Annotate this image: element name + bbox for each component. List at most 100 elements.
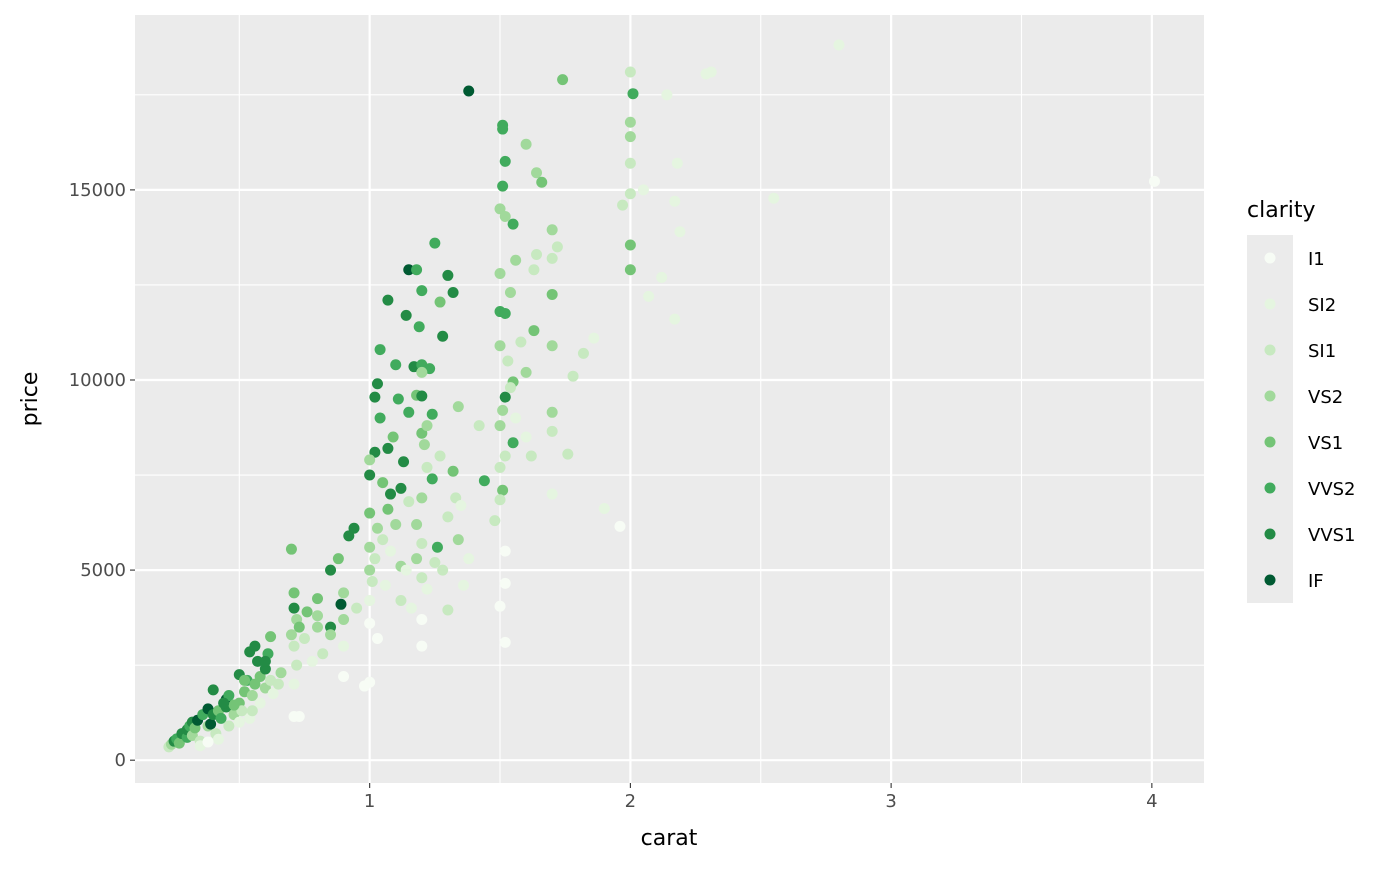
y-axis-title: price (18, 372, 43, 427)
data-point (207, 684, 219, 696)
data-point (434, 296, 446, 308)
data-point (371, 378, 383, 390)
y-tick-label: 15000 (69, 180, 126, 201)
data-point (442, 269, 454, 281)
y-axis: 0 5000 10000 15000 (69, 180, 135, 771)
data-point (577, 347, 589, 359)
data-point (507, 437, 519, 449)
data-point (669, 313, 681, 325)
data-point (520, 366, 532, 378)
data-point (254, 697, 266, 709)
data-point (338, 614, 350, 626)
data-point (291, 659, 303, 671)
data-point (643, 290, 655, 302)
data-point (494, 268, 506, 280)
data-point (173, 737, 185, 749)
data-point (452, 401, 464, 413)
data-point (377, 534, 389, 546)
data-point (502, 355, 514, 367)
data-point (385, 488, 397, 500)
plot-panel (135, 15, 1204, 783)
data-point (768, 192, 780, 204)
data-point (306, 655, 318, 667)
data-point (494, 340, 506, 352)
data-point (833, 39, 845, 51)
data-point (398, 456, 410, 468)
data-point (205, 718, 217, 730)
data-point (228, 699, 240, 711)
legend-key-vvs1 (1264, 528, 1276, 540)
data-point (614, 520, 626, 532)
data-point (437, 330, 449, 342)
legend-key-vs1 (1264, 436, 1276, 448)
data-point (494, 461, 506, 473)
data-point (416, 390, 428, 402)
data-point (364, 676, 376, 688)
data-point (416, 285, 428, 297)
data-point (351, 602, 363, 614)
data-point (463, 553, 475, 565)
data-point (624, 188, 636, 200)
data-point (598, 502, 610, 514)
data-points (163, 39, 1160, 753)
data-point (416, 572, 428, 584)
data-point (497, 404, 509, 416)
data-point (546, 488, 558, 500)
data-point (499, 211, 511, 223)
data-point (215, 712, 227, 724)
data-point (325, 629, 337, 641)
data-point (385, 545, 397, 557)
data-point (525, 450, 537, 462)
data-point (504, 287, 516, 299)
legend-label: I1 (1308, 249, 1325, 270)
data-point (497, 123, 509, 135)
data-point (288, 678, 300, 690)
data-point (400, 564, 412, 576)
data-point (259, 655, 271, 667)
data-point (499, 577, 511, 589)
data-point (434, 450, 446, 462)
legend-key-si1 (1264, 344, 1276, 356)
data-point (252, 655, 264, 667)
data-point (390, 518, 402, 530)
data-point (546, 288, 558, 300)
data-point (377, 477, 389, 489)
data-point (259, 663, 271, 675)
data-point (246, 705, 258, 717)
data-point (338, 587, 350, 599)
data-point (411, 553, 423, 565)
data-point (288, 710, 300, 722)
data-point (705, 66, 717, 78)
data-point (202, 736, 214, 748)
data-point (520, 431, 532, 443)
data-point (382, 294, 394, 306)
data-point (661, 89, 673, 101)
data-point (531, 167, 543, 179)
data-point (452, 534, 464, 546)
data-point (499, 391, 511, 403)
data-point (536, 176, 548, 188)
data-point (239, 674, 251, 686)
data-point (442, 511, 454, 523)
data-point (265, 631, 277, 643)
data-point (246, 690, 258, 702)
data-point (671, 157, 683, 169)
data-point (624, 131, 636, 143)
data-point (413, 321, 425, 333)
data-point (371, 633, 383, 645)
data-point (218, 697, 230, 709)
data-point (288, 602, 300, 614)
data-point (364, 469, 376, 481)
data-point (364, 541, 376, 553)
data-point (473, 420, 485, 432)
data-point (298, 633, 310, 645)
data-point (499, 636, 511, 648)
data-point (674, 226, 686, 238)
data-point (478, 475, 490, 487)
data-point (499, 450, 511, 462)
data-point (223, 720, 235, 732)
data-point (426, 473, 438, 485)
data-point (325, 564, 337, 576)
data-point (624, 66, 636, 78)
legend-key-background (1247, 235, 1293, 603)
